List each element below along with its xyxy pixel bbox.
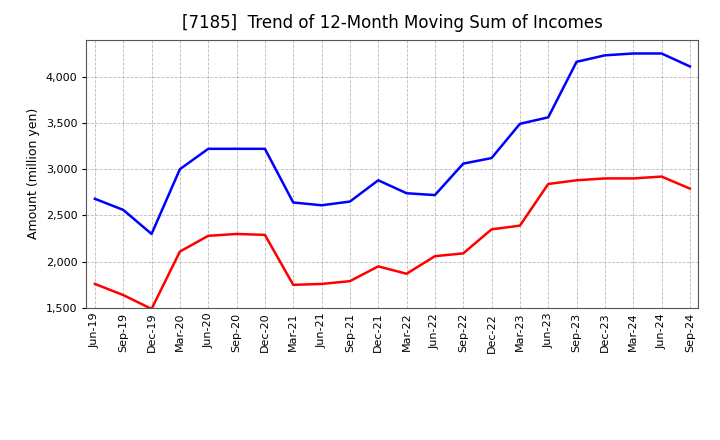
Line: Ordinary Income: Ordinary Income [95,54,690,234]
Net Income [685,186,694,191]
Net Income [233,231,241,237]
Net Income [544,181,552,187]
Ordinary Income [289,200,297,205]
Net Income [657,174,666,179]
Ordinary Income [119,207,127,213]
Net Income [600,176,609,181]
Ordinary Income [629,51,637,56]
Title: [7185]  Trend of 12-Month Moving Sum of Incomes: [7185] Trend of 12-Month Moving Sum of I… [182,15,603,33]
Y-axis label: Amount (million yen): Amount (million yen) [27,108,40,239]
Ordinary Income [176,166,184,172]
Ordinary Income [148,231,156,237]
Net Income [91,281,99,286]
Net Income [318,281,326,286]
Net Income [516,223,524,228]
Net Income [629,176,637,181]
Ordinary Income [657,51,666,56]
Net Income [487,227,496,232]
Net Income [431,253,439,259]
Ordinary Income [572,59,581,64]
Ordinary Income [233,146,241,151]
Ordinary Income [318,203,326,208]
Ordinary Income [261,146,269,151]
Ordinary Income [685,64,694,69]
Ordinary Income [431,192,439,198]
Net Income [572,178,581,183]
Net Income [204,233,212,238]
Ordinary Income [346,199,354,204]
Ordinary Income [544,115,552,120]
Net Income [402,271,411,276]
Ordinary Income [459,161,467,166]
Net Income [261,232,269,238]
Ordinary Income [600,53,609,58]
Net Income [289,282,297,287]
Net Income [176,249,184,254]
Net Income [374,264,382,269]
Ordinary Income [516,121,524,126]
Ordinary Income [487,155,496,161]
Net Income [148,306,156,312]
Net Income [459,251,467,256]
Line: Net Income: Net Income [95,176,690,309]
Ordinary Income [204,146,212,151]
Ordinary Income [91,196,99,202]
Net Income [346,279,354,284]
Ordinary Income [374,178,382,183]
Ordinary Income [402,191,411,196]
Net Income [119,293,127,298]
